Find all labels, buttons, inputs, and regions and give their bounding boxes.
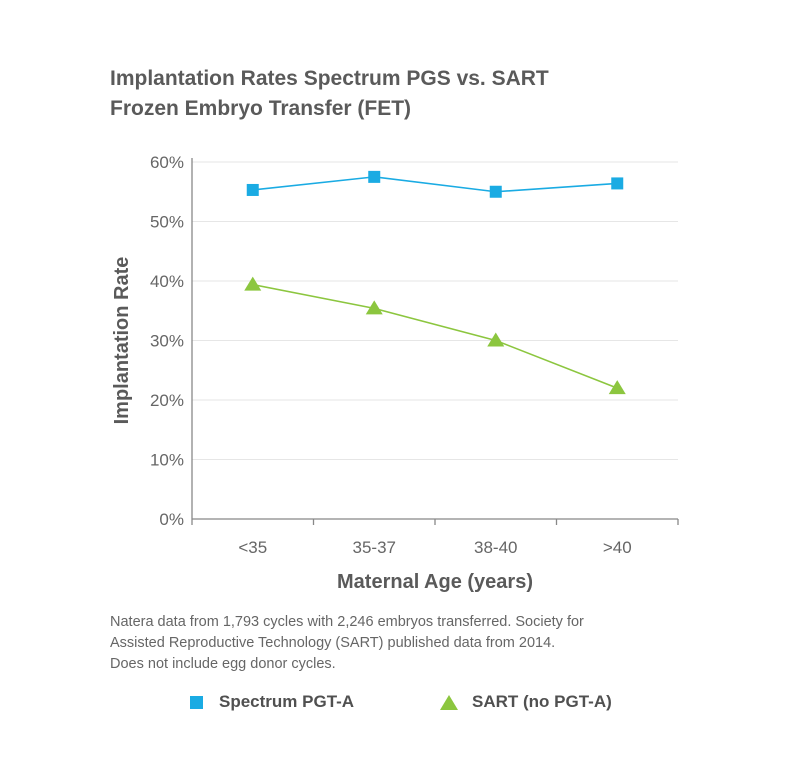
data-point-sart [487,332,505,347]
data-point-spectrum [368,170,381,183]
series-line-spectrum [252,176,618,193]
x-tick-label: 38-40 [474,538,517,557]
footnote-line-1: Natera data from 1,793 cycles with 2,246… [110,614,584,630]
legend-label-spectrum: Spectrum PGT-A [219,692,355,711]
y-tick-label: 40% [150,272,184,291]
square-marker-icon [190,695,203,709]
x-tick-label: >40 [603,538,632,557]
y-tick-label: 60% [150,153,184,172]
legend-item-spectrum: Spectrum PGT-A [190,692,354,712]
chart-title-line-2: Frozen Embryo Transfer (FET) [110,97,412,120]
footnote-line-2: Assisted Reproductive Technology (SART) … [110,635,556,651]
x-axis-title: Maternal Age (years) [337,571,533,593]
y-tick-label: 30% [150,332,184,351]
footnote-line-3: Does not include egg donor cycles. [110,656,336,672]
data-point-sart [365,300,383,315]
y-tick-label: 10% [150,451,184,470]
x-tick-label: 35-37 [353,538,396,557]
chart-title: Implantation Rates Spectrum PGS vs. SART… [110,64,730,124]
data-point-sart [608,380,626,395]
legend-label-sart: SART (no PGT-A) [472,692,612,711]
y-tick-label: 20% [150,391,184,410]
legend-item-sart: SART (no PGT-A) [440,692,612,712]
y-axis-title: Implantation Rate [111,257,133,425]
triangle-marker-icon [440,694,458,710]
line-chart: 0% 10% 20% 30% 40% 50% 60% <35 35-37 38-40 >40 Mate… [111,153,679,593]
data-point-spectrum [611,177,624,190]
y-tick-label: 50% [150,213,184,232]
series-line-sart [252,283,618,389]
footnote: Natera data from 1,793 cycles with 2,246… [110,612,710,675]
chart-title-line-1: Implantation Rates Spectrum PGS vs. SART [110,67,549,90]
data-point-sart [244,276,262,291]
data-point-spectrum [246,183,259,196]
x-tick-label: <35 [238,538,267,557]
y-tick-label: 0% [159,510,184,529]
data-point-spectrum [489,185,502,198]
